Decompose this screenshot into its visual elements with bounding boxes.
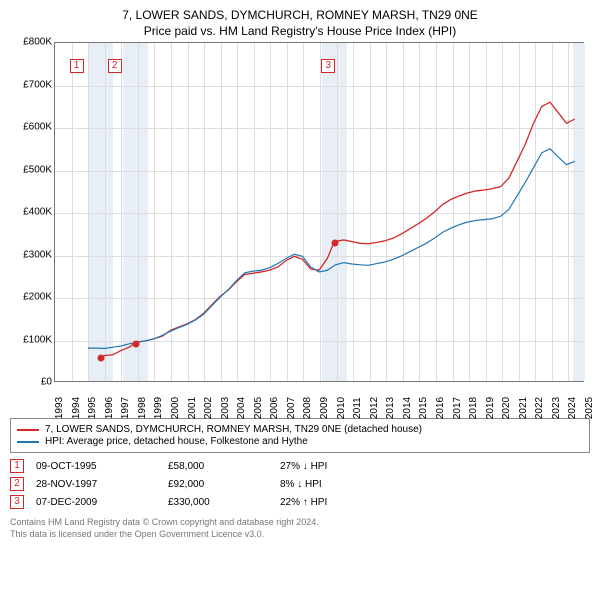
y-tick-label: £600K [23, 122, 52, 133]
legend-label: HPI: Average price, detached house, Folk… [45, 436, 308, 447]
event-date: 09-OCT-1995 [36, 461, 156, 472]
event-number-box: 1 [10, 459, 24, 473]
x-tick-label: 2013 [385, 397, 396, 419]
y-tick-label: £500K [23, 164, 52, 175]
event-price: £58,000 [168, 461, 268, 472]
attribution-line: This data is licensed under the Open Gov… [10, 529, 590, 541]
x-tick-label: 1993 [54, 397, 65, 419]
x-tick-label: 2022 [534, 397, 545, 419]
chart-title: 7, LOWER SANDS, DYMCHURCH, ROMNEY MARSH,… [10, 8, 590, 22]
events-table: 1 09-OCT-1995 £58,000 27% ↓ HPI 2 28-NOV-1997… [10, 459, 590, 509]
attribution: Contains HM Land Registry data © Crown c… [10, 517, 590, 540]
event-row: 2 28-NOV-1997 £92,000 8% ↓ HPI [10, 477, 590, 491]
event-date: 28-NOV-1997 [36, 479, 156, 490]
x-tick-label: 2014 [402, 397, 413, 419]
x-tick-label: 1995 [87, 397, 98, 419]
x-tick-label: 1998 [137, 397, 148, 419]
chart-subtitle: Price paid vs. HM Land Registry's House … [10, 24, 590, 38]
x-tick-label: 2021 [518, 397, 529, 419]
y-tick-label: £800K [23, 37, 52, 48]
event-number-box: 3 [10, 495, 24, 509]
event-delta: 27% ↓ HPI [280, 461, 380, 472]
attribution-line: Contains HM Land Registry data © Crown c… [10, 517, 590, 529]
legend-label: 7, LOWER SANDS, DYMCHURCH, ROMNEY MARSH,… [45, 424, 422, 435]
y-tick-label: £400K [23, 207, 52, 218]
event-number-box: 2 [10, 477, 24, 491]
x-tick-label: 2006 [269, 397, 280, 419]
legend: 7, LOWER SANDS, DYMCHURCH, ROMNEY MARSH,… [10, 418, 590, 453]
x-tick-label: 2004 [236, 397, 247, 419]
x-tick-label: 2017 [452, 397, 463, 419]
event-delta: 8% ↓ HPI [280, 479, 380, 490]
x-tick-label: 2025 [584, 397, 595, 419]
event-marker-box: 2 [108, 59, 122, 73]
y-axis: £0£100K£200K£300K£400K£500K£600K£700K£80… [10, 42, 54, 382]
x-tick-label: 2003 [220, 397, 231, 419]
legend-swatch [17, 429, 39, 431]
x-tick-label: 2008 [302, 397, 313, 419]
chart-area: £0£100K£200K£300K£400K£500K£600K£700K£80… [10, 42, 590, 412]
chart-container: 7, LOWER SANDS, DYMCHURCH, ROMNEY MARSH,… [0, 0, 600, 550]
y-tick-label: £200K [23, 292, 52, 303]
x-tick-label: 2015 [418, 397, 429, 419]
line-svg [55, 43, 583, 381]
event-marker-box: 1 [70, 59, 84, 73]
x-tick-label: 2024 [567, 397, 578, 419]
event-price: £92,000 [168, 479, 268, 490]
event-dot [97, 355, 104, 362]
legend-swatch [17, 441, 39, 443]
legend-row: HPI: Average price, detached house, Folk… [17, 436, 583, 447]
event-dot [332, 239, 339, 246]
x-tick-label: 2005 [253, 397, 264, 419]
x-tick-label: 1997 [120, 397, 131, 419]
y-tick-label: £300K [23, 249, 52, 260]
event-row: 3 07-DEC-2009 £330,000 22% ↑ HPI [10, 495, 590, 509]
x-tick-label: 2016 [435, 397, 446, 419]
x-axis: 1993199419951996199719981999200020012002… [54, 382, 584, 412]
legend-row: 7, LOWER SANDS, DYMCHURCH, ROMNEY MARSH,… [17, 424, 583, 435]
event-price: £330,000 [168, 497, 268, 508]
y-tick-label: £700K [23, 79, 52, 90]
event-row: 1 09-OCT-1995 £58,000 27% ↓ HPI [10, 459, 590, 473]
event-marker-box: 3 [321, 59, 335, 73]
x-tick-label: 2019 [485, 397, 496, 419]
event-date: 07-DEC-2009 [36, 497, 156, 508]
x-tick-label: 2009 [319, 397, 330, 419]
x-tick-label: 2000 [170, 397, 181, 419]
x-tick-label: 2018 [468, 397, 479, 419]
x-tick-label: 2001 [187, 397, 198, 419]
x-tick-label: 2007 [286, 397, 297, 419]
x-tick-label: 2010 [336, 397, 347, 419]
x-tick-label: 1996 [104, 397, 115, 419]
x-tick-label: 2002 [203, 397, 214, 419]
event-delta: 22% ↑ HPI [280, 497, 380, 508]
x-tick-label: 2020 [501, 397, 512, 419]
x-tick-label: 2023 [551, 397, 562, 419]
x-tick-label: 2011 [352, 397, 363, 419]
x-tick-label: 1994 [71, 397, 82, 419]
x-tick-label: 2012 [369, 397, 380, 419]
event-dot [133, 340, 140, 347]
series-line-property [101, 102, 575, 356]
y-tick-label: £100K [23, 334, 52, 345]
title-block: 7, LOWER SANDS, DYMCHURCH, ROMNEY MARSH,… [10, 8, 590, 38]
y-tick-label: £0 [41, 377, 52, 388]
plot-area: 1 2 3 [54, 42, 584, 382]
x-tick-label: 1999 [153, 397, 164, 419]
